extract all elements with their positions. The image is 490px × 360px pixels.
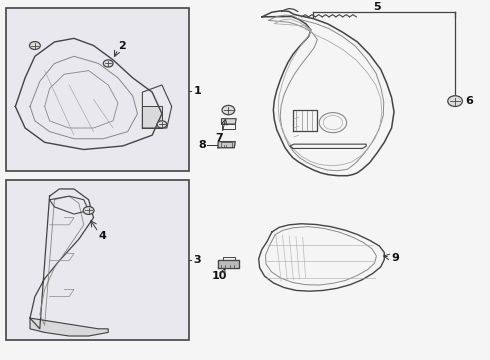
Text: 6: 6 — [465, 96, 473, 106]
Circle shape — [222, 105, 235, 115]
Polygon shape — [218, 141, 235, 148]
Text: 10: 10 — [212, 271, 227, 281]
Bar — [5, 180, 189, 339]
Text: 7: 7 — [216, 133, 223, 143]
Circle shape — [83, 207, 94, 215]
Text: 1: 1 — [194, 86, 201, 96]
Circle shape — [103, 60, 113, 67]
Text: 9: 9 — [392, 253, 399, 263]
Text: 4: 4 — [98, 231, 106, 240]
Circle shape — [448, 96, 463, 107]
Text: 8: 8 — [198, 140, 206, 150]
Polygon shape — [218, 260, 239, 268]
Polygon shape — [221, 119, 236, 124]
Text: 5: 5 — [373, 2, 381, 12]
Text: 3: 3 — [194, 255, 201, 265]
Bar — [5, 8, 189, 171]
Polygon shape — [30, 318, 108, 336]
Circle shape — [157, 121, 167, 128]
Polygon shape — [143, 107, 162, 128]
Text: 2: 2 — [118, 41, 126, 50]
Circle shape — [29, 42, 40, 49]
